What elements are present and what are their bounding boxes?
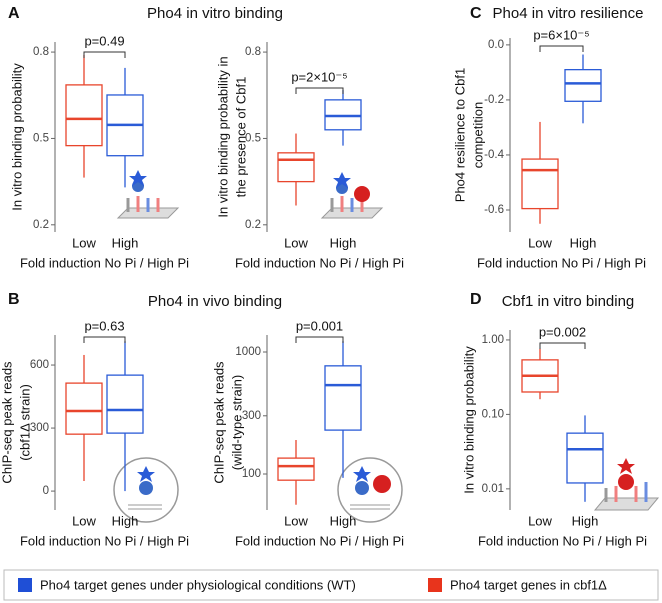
y-tick-label: 0.5 bbox=[245, 132, 261, 144]
box bbox=[277, 152, 315, 183]
legend-label: Pho4 target genes under physiological co… bbox=[40, 577, 356, 592]
x-tick-label: High bbox=[330, 513, 357, 528]
box bbox=[564, 68, 602, 102]
p-value: p=0.63 bbox=[84, 318, 124, 333]
p-value: p=0.001 bbox=[296, 318, 343, 333]
p-value: p=2×10⁻⁵ bbox=[291, 69, 347, 84]
panel-letter: A bbox=[8, 5, 20, 22]
panel-title: Pho4 in vivo binding bbox=[148, 293, 282, 310]
bracket bbox=[295, 87, 344, 94]
box bbox=[65, 382, 103, 435]
panel-title: Pho4 in vitro binding bbox=[147, 5, 283, 22]
box bbox=[566, 432, 604, 484]
x-tick-label: High bbox=[330, 235, 357, 250]
box bbox=[106, 374, 144, 434]
y-tick-label: 0.0 bbox=[488, 39, 504, 51]
y-tick-label: 1.00 bbox=[482, 334, 504, 346]
icon bbox=[116, 170, 180, 219]
x-tick-label: Low bbox=[72, 513, 96, 528]
p-value: p=0.49 bbox=[84, 33, 124, 48]
y-tick-label: 1000 bbox=[235, 346, 261, 358]
panel-title: Cbf1 in vitro binding bbox=[502, 293, 635, 310]
y-axis-label: Pho4 resilience to Cbf1 bbox=[452, 68, 467, 202]
legend-swatch bbox=[428, 578, 442, 592]
box bbox=[521, 158, 559, 210]
y-tick-label: 0.2 bbox=[245, 219, 261, 231]
y-tick-label: 0.8 bbox=[245, 46, 261, 58]
x-axis-label: Fold induction No Pi / High Pi bbox=[478, 533, 647, 548]
y-tick-label: -0.6 bbox=[484, 204, 504, 216]
y-tick-label: -0.4 bbox=[484, 149, 504, 161]
x-axis-label: Fold induction No Pi / High Pi bbox=[20, 255, 189, 270]
x-axis-label: Fold induction No Pi / High Pi bbox=[477, 255, 646, 270]
panel-letter: D bbox=[470, 291, 482, 308]
box bbox=[277, 457, 315, 481]
x-tick-label: High bbox=[572, 513, 599, 528]
panel-title: Pho4 in vitro resilience bbox=[493, 5, 644, 22]
x-tick-label: High bbox=[112, 235, 139, 250]
x-tick-label: High bbox=[570, 235, 597, 250]
x-axis-label: Fold induction No Pi / High Pi bbox=[235, 533, 404, 548]
panel-letter: B bbox=[8, 291, 20, 308]
p-value: p=6×10⁻⁵ bbox=[533, 27, 589, 42]
y-tick-label: 300 bbox=[30, 422, 49, 434]
icon bbox=[337, 457, 403, 523]
legend-label: Pho4 target genes in cbf1Δ bbox=[450, 577, 607, 592]
x-tick-label: High bbox=[112, 513, 139, 528]
legend-swatch bbox=[18, 578, 32, 592]
y-tick-label: 0.10 bbox=[482, 408, 504, 420]
x-tick-label: Low bbox=[72, 235, 96, 250]
y-axis-label: In vitro binding probability bbox=[461, 346, 476, 494]
y-tick-label: 0.8 bbox=[33, 46, 49, 58]
bracket bbox=[295, 336, 344, 343]
box bbox=[65, 84, 103, 147]
y-tick-label: 0.5 bbox=[33, 132, 49, 144]
icon bbox=[113, 457, 179, 523]
y-axis-label: ChIP-seq peak reads bbox=[0, 361, 14, 484]
y-tick-label: 0.01 bbox=[482, 483, 504, 495]
bracket bbox=[539, 342, 586, 349]
y-axis-label: (cbf1Δ strain) bbox=[17, 384, 32, 461]
x-tick-label: Low bbox=[284, 513, 308, 528]
y-axis-label: In vitro binding probability in bbox=[215, 56, 230, 217]
legend-frame bbox=[3, 569, 659, 601]
p-value: p=0.002 bbox=[539, 324, 586, 339]
y-axis-label: the presence of Cbf1 bbox=[233, 77, 248, 198]
x-axis-label: Fold induction No Pi / High Pi bbox=[235, 255, 404, 270]
icon bbox=[593, 458, 660, 511]
y-tick-label: 0 bbox=[43, 485, 49, 497]
x-tick-label: Low bbox=[284, 235, 308, 250]
bracket bbox=[83, 336, 126, 343]
y-tick-label: 0.2 bbox=[33, 219, 49, 231]
y-axis-label: In vitro binding probability bbox=[9, 63, 24, 211]
y-axis-label: ChIP-seq peak reads bbox=[211, 361, 226, 484]
panel-letter: C bbox=[470, 5, 482, 22]
bracket bbox=[83, 51, 126, 58]
y-tick-label: 100 bbox=[242, 468, 261, 480]
y-axis-label: (wild-type strain) bbox=[229, 375, 244, 470]
x-axis-label: Fold induction No Pi / High Pi bbox=[20, 533, 189, 548]
icon bbox=[320, 172, 384, 219]
x-tick-label: Low bbox=[528, 513, 552, 528]
y-tick-label: 300 bbox=[242, 410, 261, 422]
box bbox=[324, 365, 362, 431]
y-tick-label: 600 bbox=[30, 359, 49, 371]
y-axis-label: competition bbox=[470, 102, 485, 168]
bracket bbox=[539, 45, 584, 52]
y-tick-label: -0.2 bbox=[484, 94, 504, 106]
x-tick-label: Low bbox=[528, 235, 552, 250]
